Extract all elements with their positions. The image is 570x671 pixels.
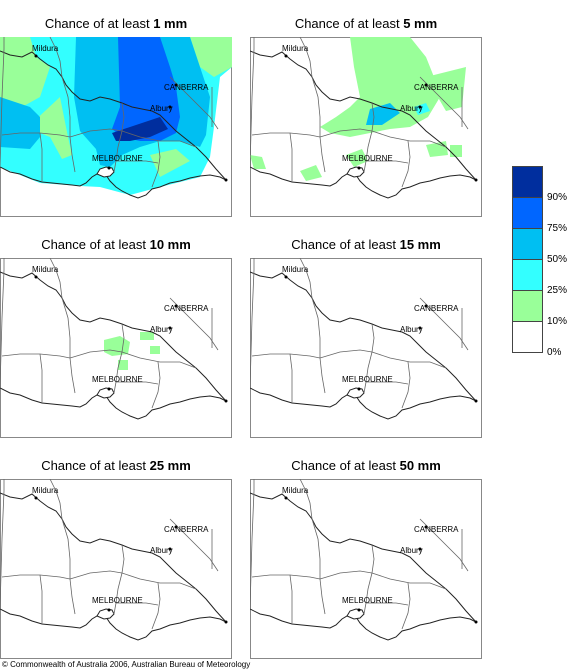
rain-probability-area [30,97,72,159]
rain-probability-area [150,346,160,354]
label-mildura: Mildura [32,486,59,495]
label-mildura: Mildura [282,486,309,495]
label-canberra: CANBERRA [164,304,209,313]
map-1mm-svg: Mildura CANBERRA Albury MELBOURNE [0,37,232,217]
label-mildura: Mildura [282,44,309,53]
label-canberra: CANBERRA [414,83,459,92]
rain-probability-area [414,103,430,115]
legend-tick-25: 25% [547,285,568,296]
legend-tick-0: 0% [547,347,562,358]
rain-probability-area [250,155,266,169]
label-albury: Albury [150,104,173,113]
label-mildura: Mildura [32,44,59,53]
rain-probability-area [426,67,466,111]
rain-probability-area [450,145,462,157]
legend-swatch-10 [512,290,543,322]
label-canberra: CANBERRA [164,83,209,92]
rain-probability-area [140,332,154,340]
rain-probability-area [112,117,168,141]
copyright-notice: © Commonwealth of Australia 2006, Austra… [2,660,251,669]
label-albury: Albury [400,104,423,113]
legend-tick-50: 50% [547,254,568,265]
panel-title: Chance of at least 5 mm [294,16,438,31]
label-albury: Albury [150,546,173,555]
panel-title: Chance of at least 1 mm [44,16,188,31]
legend-tick-90: 90% [547,192,568,203]
rain-probability-area [300,165,322,181]
label-melbourne: MELBOURNE [342,596,393,605]
panel-title: Chance of at least 50 mm [291,458,441,473]
legend-tick-10: 10% [547,316,568,327]
legend-swatch-50 [512,228,543,260]
label-albury: Albury [400,546,423,555]
label-mildura: Mildura [282,265,309,274]
label-canberra: CANBERRA [164,525,209,534]
rain-probability-area [112,37,180,141]
probability-legend: 90% 75% 50% 25% 10% 0% [512,166,570,358]
legend-swatch-75 [512,197,543,229]
legend-tick-75: 75% [547,223,568,234]
legend-swatch-25 [512,259,543,291]
map-50mm-svg: Mildura CANBERRA Albury MELBOURNE [250,479,482,659]
label-albury: Albury [400,325,423,334]
map-25mm-svg: Mildura CANBERRA Albury MELBOURNE [0,479,232,659]
label-mildura: Mildura [32,265,59,274]
rain-probability-area [0,97,40,149]
label-melbourne: MELBOURNE [342,154,393,163]
label-melbourne: MELBOURNE [92,375,143,384]
label-melbourne: MELBOURNE [92,596,143,605]
label-canberra: CANBERRA [414,304,459,313]
label-melbourne: MELBOURNE [92,154,143,163]
panel-title: Chance of at least 15 mm [291,237,441,252]
label-melbourne: MELBOURNE [342,375,393,384]
rain-probability-area [320,37,440,137]
map-15mm-svg: Mildura CANBERRA Albury MELBOURNE [250,258,482,438]
legend-swatches [512,166,543,353]
rain-probability-area [426,141,448,157]
legend-swatch-90 [512,166,543,198]
panel-title: Chance of at least 25 mm [41,458,191,473]
legend-swatch-0 [512,321,543,353]
map-5mm-svg: Mildura CANBERRA Albury MELBOURNE [250,37,482,217]
panel-title: Chance of at least 10 mm [41,237,191,252]
rain-probability-area [118,360,128,370]
rain-probability-area [346,149,368,167]
label-albury: Albury [150,325,173,334]
rain-probability-area [190,37,232,77]
label-canberra: CANBERRA [414,525,459,534]
map-10mm-svg: Mildura CANBERRA Albury MELBOURNE [0,258,232,438]
